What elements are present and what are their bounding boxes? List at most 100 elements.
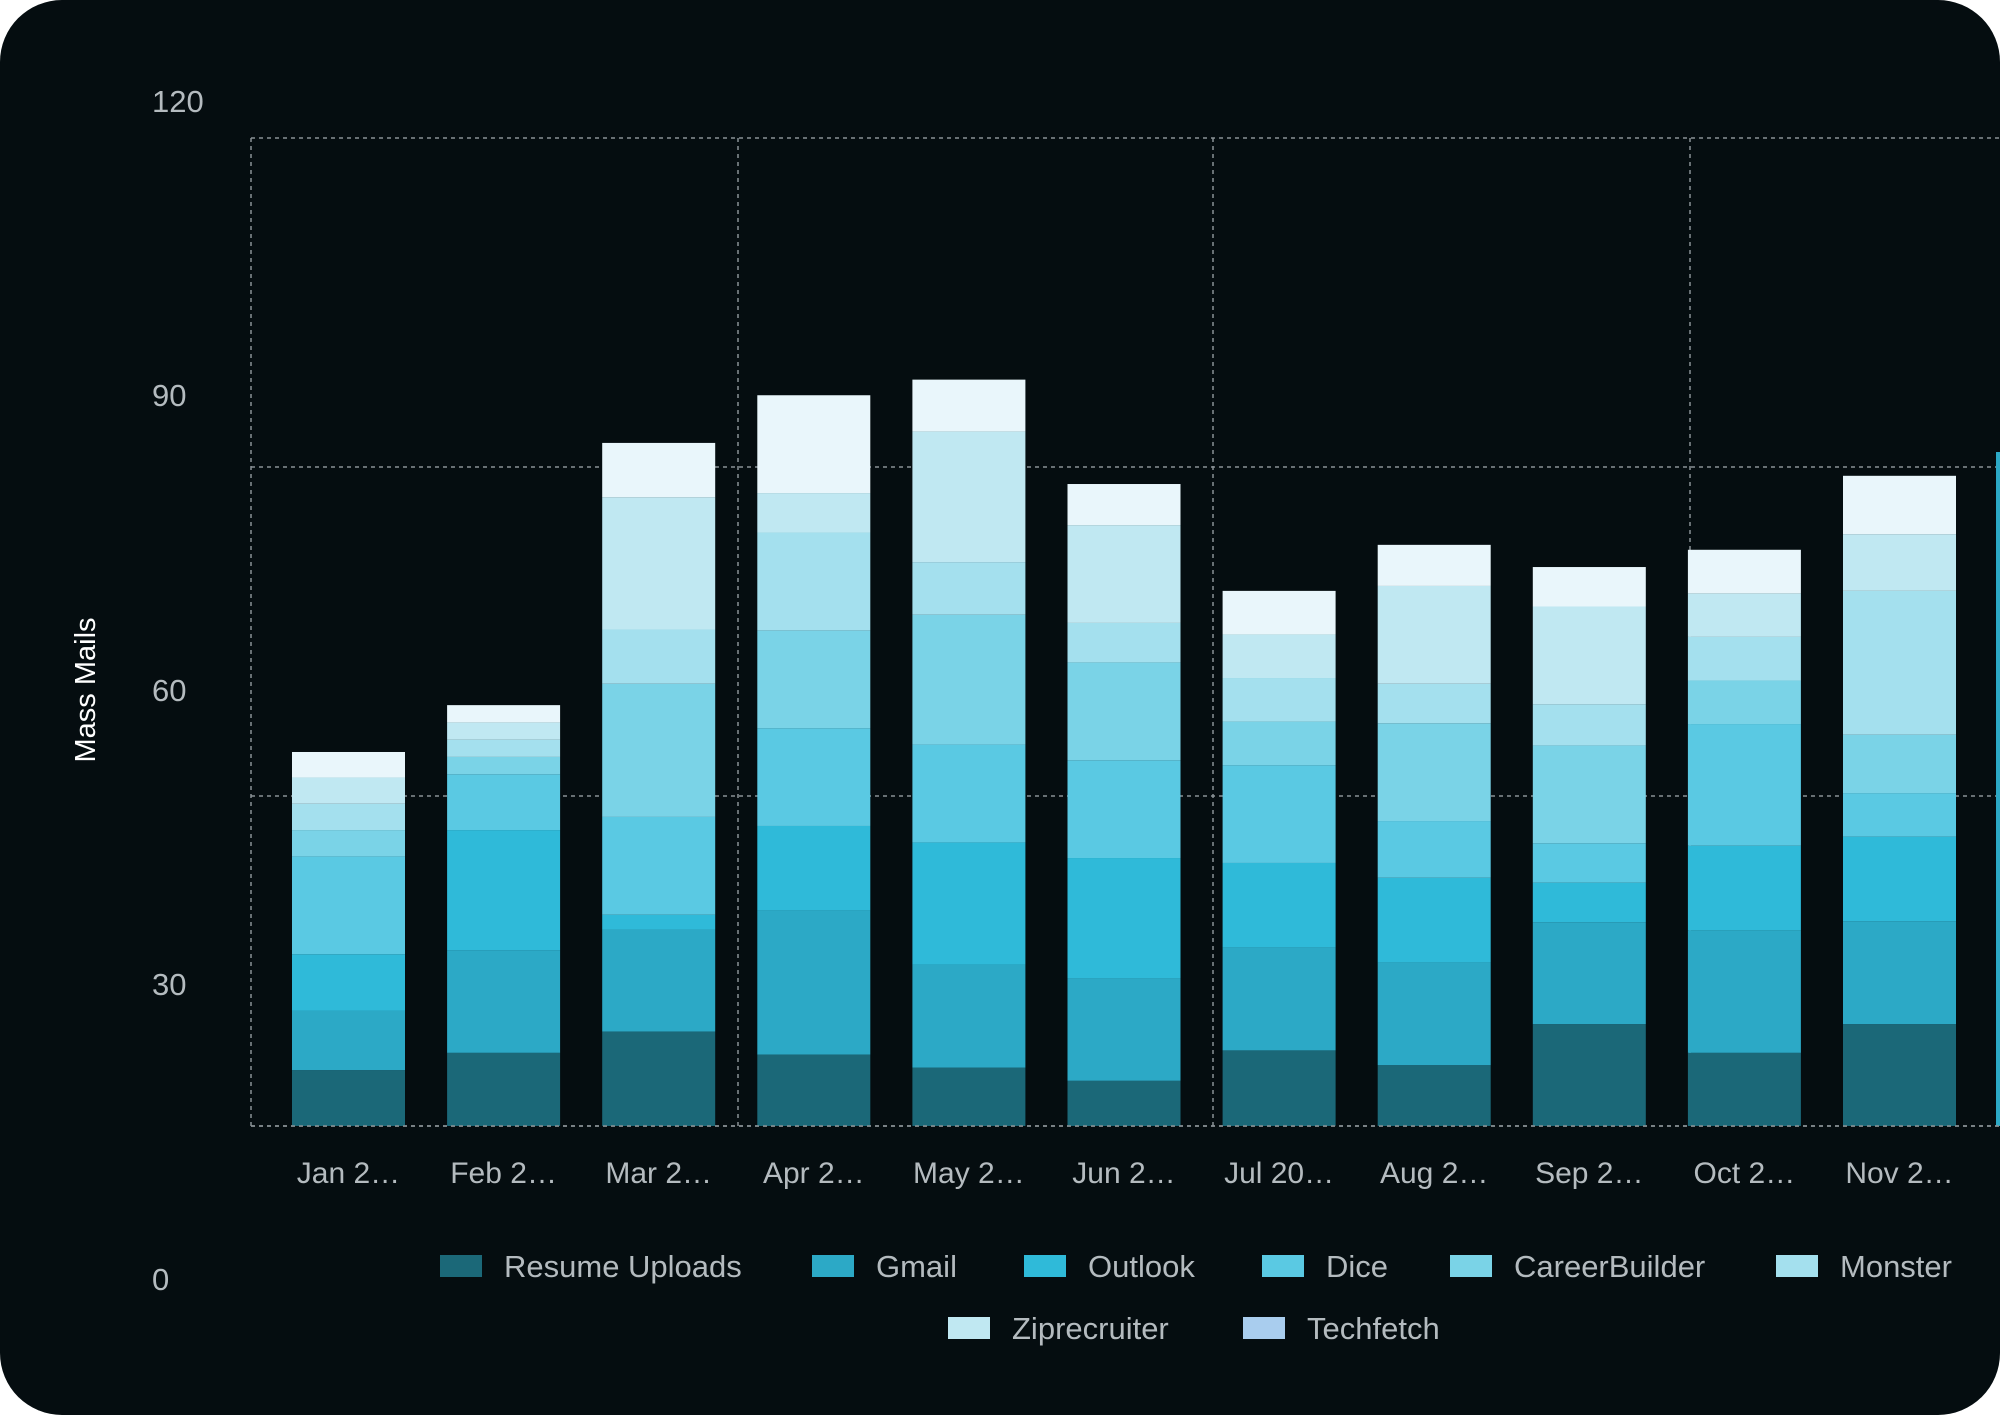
bar-segment-ziprecruiter[interactable]: [1843, 534, 1956, 591]
bar-segment-dice[interactable]: [447, 774, 561, 831]
bar-stack-may-2[interactable]: [912, 379, 1026, 1126]
bar-segment-resume-uploads[interactable]: [757, 1054, 871, 1126]
bar-segment-careerbuilder[interactable]: [1067, 662, 1181, 761]
bar-segment-monster[interactable]: [912, 562, 1026, 615]
bar-segment-techfetch[interactable]: [602, 442, 716, 498]
bar-segment-techfetch[interactable]: [912, 379, 1026, 432]
bar-segment-gmail[interactable]: [602, 929, 716, 1032]
bar-segment-techfetch[interactable]: [1067, 484, 1181, 526]
bar-segment-resume-uploads[interactable]: [1377, 1065, 1491, 1126]
bar-segment-gmail[interactable]: [1377, 962, 1491, 1066]
bar-segment-dice[interactable]: [757, 728, 871, 826]
bar-segment-ziprecruiter[interactable]: [1377, 585, 1491, 684]
bar-segment-resume-uploads[interactable]: [1687, 1052, 1801, 1126]
bar-stack-sep-2[interactable]: [1532, 567, 1646, 1126]
bar-segment-monster[interactable]: [1377, 683, 1491, 724]
bar-segment-gmail[interactable]: [1843, 921, 1956, 1025]
bar-segment-careerbuilder[interactable]: [1377, 723, 1491, 822]
legend-item-techfetch[interactable]: Techfetch: [1243, 1311, 1440, 1346]
bar-segment-ziprecruiter[interactable]: [447, 722, 561, 740]
bar-segment-gmail[interactable]: [757, 910, 871, 1055]
bar-segment-resume-uploads[interactable]: [1532, 1024, 1646, 1126]
bar-stack-nov-2[interactable]: [1843, 475, 1956, 1126]
bar-segment-careerbuilder[interactable]: [447, 756, 561, 775]
bar-segment-outlook[interactable]: [912, 842, 1026, 965]
legend-item-dice[interactable]: Dice: [1262, 1249, 1388, 1284]
bar-segment-monster[interactable]: [1687, 636, 1801, 681]
bar-segment-gmail[interactable]: [912, 964, 1026, 1068]
bar-segment-gmail[interactable]: [1067, 978, 1181, 1081]
bar-segment-resume-uploads[interactable]: [1067, 1080, 1181, 1126]
bar-segment-monster[interactable]: [1532, 704, 1646, 746]
bar-segment-gmail[interactable]: [292, 1010, 405, 1071]
bar-segment-techfetch[interactable]: [757, 395, 871, 494]
bar-segment-outlook[interactable]: [1532, 882, 1646, 923]
bar-segment-techfetch[interactable]: [1222, 590, 1336, 635]
legend-item-resume-uploads[interactable]: Resume Uploads: [440, 1249, 742, 1284]
bar-segment-outlook[interactable]: [447, 830, 561, 951]
bar-segment-outlook[interactable]: [1377, 877, 1491, 963]
bar-segment-careerbuilder[interactable]: [1532, 745, 1646, 844]
bar-stack-feb-2[interactable]: [447, 705, 561, 1126]
legend-item-gmail[interactable]: Gmail: [812, 1249, 957, 1284]
bar-segment-outlook[interactable]: [757, 825, 871, 911]
bar-segment-monster[interactable]: [1067, 622, 1181, 663]
bar-segment-careerbuilder[interactable]: [757, 630, 871, 729]
bar-segment-resume-uploads[interactable]: [1843, 1024, 1956, 1126]
bar-segment-gmail[interactable]: [1222, 947, 1336, 1051]
legend-item-monster[interactable]: Monster: [1776, 1249, 1952, 1284]
bar-segment-monster[interactable]: [447, 739, 561, 757]
bar-segment-dice[interactable]: [1532, 843, 1646, 883]
bar-segment-resume-uploads[interactable]: [292, 1070, 405, 1126]
bar-segment-outlook[interactable]: [1687, 845, 1801, 931]
bar-segment-careerbuilder[interactable]: [912, 614, 1026, 745]
bar-segment-gmail[interactable]: [447, 950, 561, 1053]
bar-segment-monster[interactable]: [292, 803, 405, 831]
bar-stack-oct-2[interactable]: [1687, 549, 1801, 1126]
bar-segment-monster[interactable]: [602, 629, 716, 684]
bar-segment-resume-uploads[interactable]: [912, 1067, 1026, 1126]
bar-segment-dice[interactable]: [602, 816, 716, 915]
bar-segment-dice[interactable]: [1687, 724, 1801, 846]
bar-segment-dice[interactable]: [912, 744, 1026, 843]
bar-segment-techfetch[interactable]: [1532, 567, 1646, 607]
bar-segment-dice[interactable]: [1067, 760, 1181, 859]
bar-segment-dice[interactable]: [1843, 793, 1956, 837]
bar-segment-resume-uploads[interactable]: [602, 1031, 716, 1126]
bar-segment-ziprecruiter[interactable]: [1532, 606, 1646, 705]
bar-segment-gmail[interactable]: [1532, 922, 1646, 1025]
bar-stack-jun-2[interactable]: [1067, 484, 1181, 1126]
bar-segment-outlook[interactable]: [1843, 836, 1956, 922]
legend-item-careerbuilder[interactable]: CareerBuilder: [1450, 1249, 1705, 1284]
bar-segment-resume-uploads[interactable]: [1222, 1050, 1336, 1126]
bar-segment-ziprecruiter[interactable]: [1067, 525, 1181, 623]
bar-stack-jul-20[interactable]: [1222, 590, 1336, 1126]
bar-segment-monster[interactable]: [757, 532, 871, 631]
bar-segment-careerbuilder[interactable]: [1687, 680, 1801, 725]
bar-segment-techfetch[interactable]: [1687, 549, 1801, 594]
bar-segment-gmail[interactable]: [1687, 930, 1801, 1053]
bar-stack-apr-2[interactable]: [757, 395, 871, 1126]
bar-segment-ziprecruiter[interactable]: [602, 497, 716, 630]
bar-segment-careerbuilder[interactable]: [1843, 734, 1956, 794]
bar-segment-ziprecruiter[interactable]: [292, 777, 405, 804]
bar-segment-outlook[interactable]: [602, 914, 716, 930]
legend-item-outlook[interactable]: Outlook: [1024, 1249, 1195, 1284]
bar-segment-dice[interactable]: [1377, 821, 1491, 878]
bar-segment-monster[interactable]: [1843, 590, 1956, 735]
bar-segment-outlook[interactable]: [1222, 862, 1336, 948]
bar-stack-jan-2[interactable]: [292, 751, 405, 1126]
bar-segment-techfetch[interactable]: [292, 751, 405, 778]
bar-segment-ziprecruiter[interactable]: [912, 431, 1026, 563]
bar-segment-ziprecruiter[interactable]: [757, 493, 871, 533]
bar-segment-techfetch[interactable]: [1843, 475, 1956, 535]
bar-segment-ziprecruiter[interactable]: [1687, 593, 1801, 637]
bar-segment-techfetch[interactable]: [447, 705, 561, 723]
bar-segment-careerbuilder[interactable]: [292, 830, 405, 857]
bar-segment-outlook[interactable]: [1067, 858, 1181, 979]
bar-stack-aug-2[interactable]: [1377, 544, 1491, 1126]
bar-segment-dice[interactable]: [1222, 765, 1336, 863]
bar-segment-outlook[interactable]: [292, 954, 405, 1011]
bar-segment-techfetch[interactable]: [1377, 544, 1491, 586]
legend-item-ziprecruiter[interactable]: Ziprecruiter: [948, 1311, 1169, 1346]
